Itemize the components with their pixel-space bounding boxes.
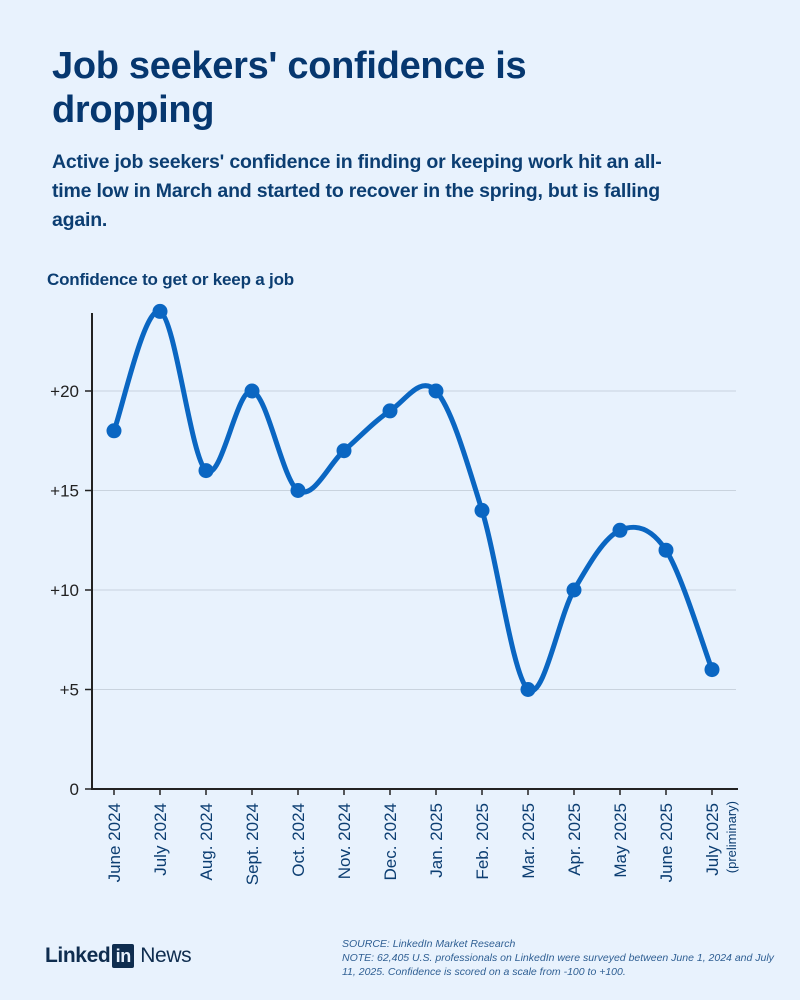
data-point xyxy=(382,403,398,419)
data-point xyxy=(336,443,352,459)
x-tick-label: July 2024 xyxy=(151,803,170,876)
y-axis-title: Confidence to get or keep a job xyxy=(47,270,294,289)
source-note: SOURCE: LinkedIn Market Research xyxy=(342,938,516,950)
logo-text-news: News xyxy=(140,944,192,967)
data-points xyxy=(106,303,720,697)
x-axis-ticks: June 2024 July 2024 Aug. 2024 Sept. 2024 Oct… xyxy=(105,789,739,885)
x-tick-label: Feb. 2025 xyxy=(473,803,492,880)
x-tick-label: June 2024 xyxy=(105,803,124,882)
x-tick-label: Oct. 2024 xyxy=(289,803,308,877)
data-point xyxy=(244,383,260,399)
axes xyxy=(91,313,738,790)
x-tick-label: Dec. 2024 xyxy=(381,803,400,881)
data-point xyxy=(474,502,490,518)
y-tick-label: +10 xyxy=(50,581,79,600)
x-tick-label: Nov. 2024 xyxy=(335,803,354,879)
data-point xyxy=(428,383,444,399)
x-tick-note: (preliminary) xyxy=(724,801,739,873)
chart-title: Job seekers' confidence is dropping xyxy=(52,45,527,131)
x-tick-label: Sept. 2024 xyxy=(243,803,262,885)
data-point xyxy=(152,303,168,319)
x-tick-label: May 2025 xyxy=(611,803,630,878)
data-point xyxy=(566,582,582,598)
x-tick-label: Mar. 2025 xyxy=(519,803,538,879)
methodology-note: NOTE: 62,405 U.S. professionals on Linke… xyxy=(342,952,774,978)
logo-text-linked: Linked xyxy=(45,944,111,967)
gridlines xyxy=(92,390,736,690)
data-point xyxy=(704,662,720,678)
x-tick-label: June 2025 xyxy=(657,803,676,882)
y-tick-label: 0 xyxy=(70,780,79,799)
data-point xyxy=(658,542,674,558)
y-tick-label: +15 xyxy=(50,482,79,501)
y-tick-label: +20 xyxy=(50,382,79,401)
x-tick-label: Aug. 2024 xyxy=(197,803,216,881)
data-point xyxy=(612,522,628,538)
series-line-confidence xyxy=(111,308,715,694)
data-point xyxy=(106,423,122,439)
data-point xyxy=(520,682,536,697)
footnote: SOURCE: LinkedIn Market Research NOTE: 6… xyxy=(342,937,782,979)
x-tick-label: Jan. 2025 xyxy=(427,803,446,878)
linkedin-in-icon: in xyxy=(112,944,135,968)
x-tick-label: July 2025 xyxy=(703,803,722,876)
y-tick-label: +5 xyxy=(60,681,79,700)
chart-subtitle: Active job seekers' confidence in findin… xyxy=(52,151,662,231)
linkedin-news-logo: Linked in News xyxy=(45,944,192,968)
x-tick-label: Apr. 2025 xyxy=(565,803,584,876)
data-point xyxy=(198,463,214,479)
data-point xyxy=(290,483,306,498)
y-axis-ticks: 0 +5 +10 +15 +20 xyxy=(50,382,92,799)
